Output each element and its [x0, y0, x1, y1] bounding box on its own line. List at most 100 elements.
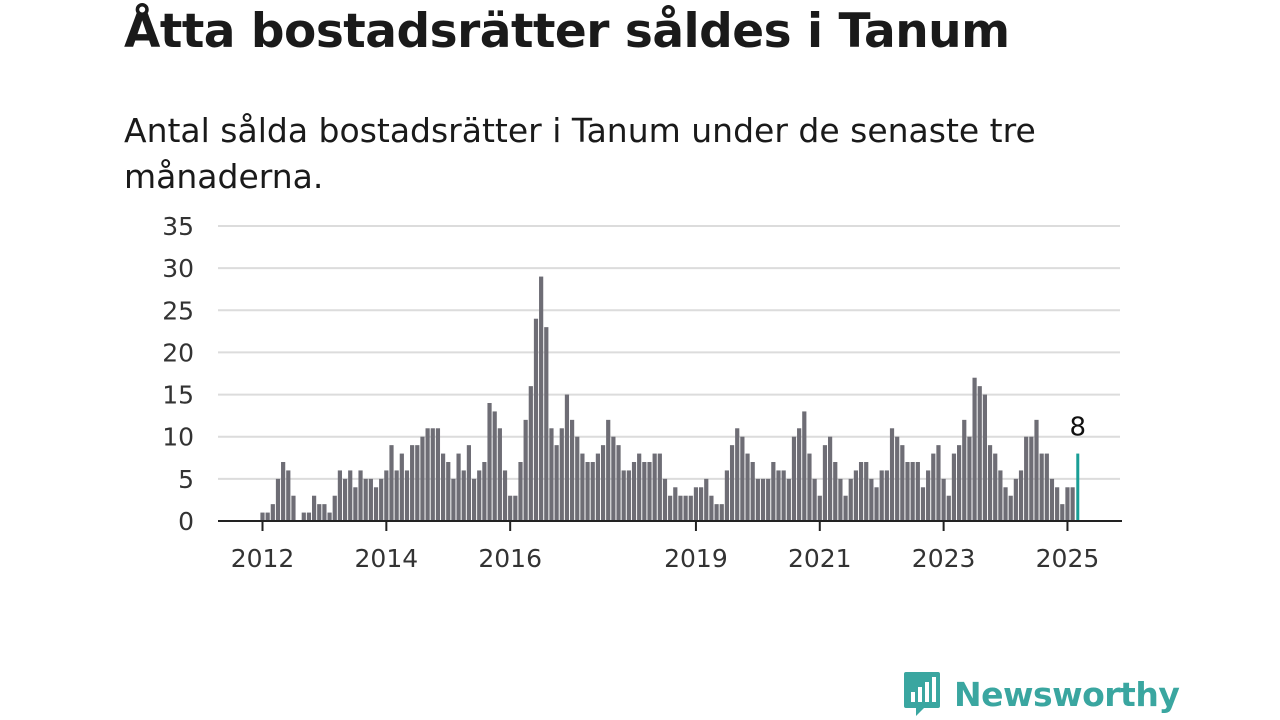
bar — [807, 453, 812, 521]
bar — [683, 495, 688, 521]
bar — [616, 445, 621, 521]
bar — [673, 487, 678, 521]
bar — [456, 453, 461, 521]
bar — [1070, 487, 1075, 521]
bar — [508, 495, 513, 521]
y-tick-label: 25 — [162, 296, 194, 325]
bar — [977, 386, 982, 521]
bar — [822, 445, 828, 521]
bar — [631, 462, 637, 521]
bar — [699, 487, 704, 521]
bar — [322, 504, 327, 521]
bar — [379, 478, 384, 521]
bar — [570, 419, 575, 521]
bar — [828, 436, 833, 521]
bar — [704, 478, 709, 521]
bar — [564, 394, 570, 521]
bar — [936, 445, 941, 521]
bar — [404, 470, 410, 521]
x-tick-label: 2012 — [231, 544, 295, 573]
bar — [389, 445, 394, 521]
bar — [833, 462, 838, 521]
bar — [373, 487, 379, 521]
bar — [451, 478, 456, 521]
bar — [621, 470, 626, 521]
bar — [740, 436, 745, 521]
bar — [528, 386, 533, 521]
bar — [544, 327, 549, 521]
bar — [776, 470, 781, 521]
x-tick-label: 2023 — [912, 544, 976, 573]
x-tick-label: 2019 — [664, 544, 728, 573]
bar — [1018, 470, 1024, 521]
bar — [554, 445, 559, 521]
bar — [987, 445, 993, 521]
bar — [982, 394, 987, 521]
bar — [729, 445, 735, 521]
bar — [652, 453, 657, 521]
bar — [957, 445, 962, 521]
y-tick-label: 30 — [162, 254, 194, 283]
bar — [972, 377, 977, 521]
bar — [482, 462, 487, 521]
bar — [461, 470, 466, 521]
bar — [657, 453, 662, 521]
bar — [600, 445, 606, 521]
y-tick-label: 5 — [178, 465, 194, 494]
newsworthy-logo-icon — [904, 672, 940, 716]
x-tick-label: 2014 — [355, 544, 419, 573]
bars — [260, 276, 1080, 521]
bar — [471, 478, 477, 521]
bar — [668, 495, 673, 521]
bar — [760, 478, 766, 521]
latest-value-label: 8 — [1070, 413, 1087, 443]
bar — [513, 495, 518, 521]
bar — [1044, 453, 1049, 521]
bar — [332, 495, 337, 521]
bar — [709, 495, 714, 521]
bar — [446, 462, 451, 521]
y-tick-label: 20 — [162, 338, 194, 367]
bar — [549, 428, 554, 521]
bar — [838, 478, 843, 521]
bar — [425, 428, 430, 521]
bar — [802, 411, 807, 521]
bar — [879, 470, 884, 521]
bar — [518, 462, 523, 521]
bar — [1029, 436, 1034, 521]
bar — [941, 478, 946, 521]
x-tick-label: 2016 — [478, 544, 542, 573]
bar — [327, 512, 332, 521]
bar — [281, 462, 286, 521]
bar — [626, 470, 631, 521]
bar — [1008, 495, 1013, 521]
bar — [853, 470, 858, 521]
bar — [523, 419, 528, 521]
bar — [1024, 436, 1029, 521]
bar — [771, 462, 776, 521]
bar — [265, 512, 270, 521]
bar — [585, 462, 590, 521]
bar — [920, 487, 926, 521]
y-axis-ticks: 0 5 10 15 20 25 30 35 — [162, 212, 194, 536]
bar — [817, 495, 822, 521]
y-tick-label: 15 — [162, 381, 194, 410]
bar — [317, 504, 322, 521]
bar — [895, 436, 900, 521]
bar — [539, 276, 544, 521]
bar — [884, 470, 889, 521]
bar — [951, 453, 957, 521]
bar — [342, 478, 348, 521]
x-axis-ticks: 2012 2014 2016 2019 2021 2023 2025 — [231, 521, 1099, 573]
bar — [864, 462, 869, 521]
bar — [1013, 478, 1018, 521]
bar — [611, 436, 616, 521]
bar — [353, 487, 358, 521]
bar — [286, 470, 291, 521]
bar — [998, 470, 1003, 521]
y-tick-label: 0 — [178, 507, 194, 536]
bar — [642, 462, 647, 521]
bar — [441, 453, 446, 521]
bar — [384, 470, 389, 521]
